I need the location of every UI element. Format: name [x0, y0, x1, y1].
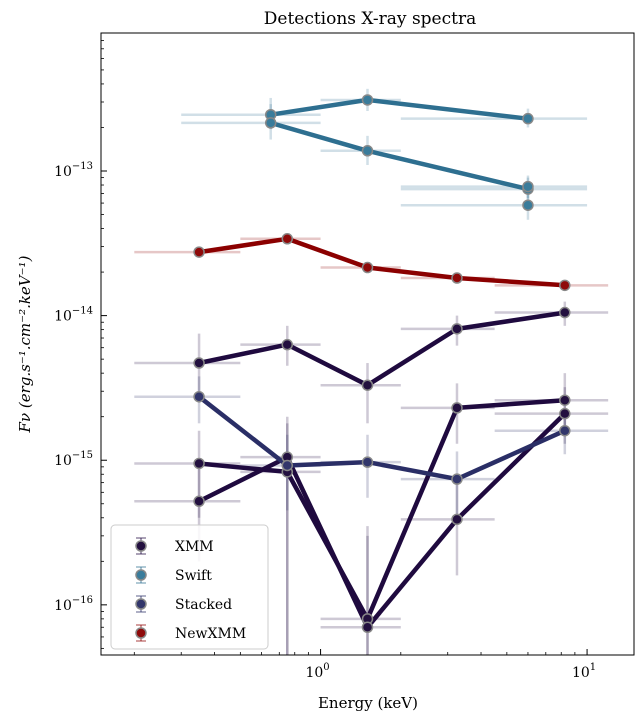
data-point-s7-p4 [559, 279, 571, 292]
data-point-s0-p3 [451, 323, 463, 335]
axes-frame [100, 32, 635, 656]
series-line-7 [198, 236, 565, 288]
data-point-s7-p2 [361, 261, 374, 274]
data-point-s4-p1 [361, 145, 374, 157]
data-point-s5-p1 [522, 199, 534, 211]
plot-area [134, 88, 609, 655]
series-line-4 [270, 120, 529, 192]
legend-marker [135, 540, 147, 552]
data-point-s3-p2 [522, 112, 534, 125]
legend-marker [135, 598, 147, 610]
y-axis-label: Fν (erg.s⁻¹.cm⁻².keV⁻¹) [16, 255, 34, 433]
legend-marker [135, 569, 147, 581]
data-point-s7-p1 [281, 233, 294, 245]
data-point-s0-p2 [361, 379, 374, 391]
data-point-s6-p3 [451, 473, 463, 485]
legend-marker [135, 627, 147, 639]
data-point-s1-p3 [451, 402, 463, 414]
data-point-s1-p4 [559, 394, 571, 406]
data-point-s2-p2 [361, 621, 374, 634]
data-point-s0-p4 [559, 306, 571, 319]
data-point-s7-p0 [193, 246, 205, 258]
legend-box [110, 524, 269, 650]
x-tick-label: 101 [572, 662, 596, 681]
data-point-s4-p0 [264, 117, 277, 129]
y-tick-label: 10−14 [54, 306, 93, 325]
data-point-s0-p1 [281, 338, 294, 351]
data-point-s6-p1 [281, 459, 294, 472]
y-tick-label: 10−16 [54, 595, 93, 614]
data-point-s0-p0 [193, 357, 205, 369]
data-point-s7-p3 [451, 272, 463, 284]
y-tick-label: 10−13 [54, 161, 93, 180]
series-line-0 [198, 310, 566, 388]
legend-label: NewXMM [175, 626, 246, 642]
data-point-s1-p0 [193, 457, 205, 470]
y-tick-label: 10−15 [54, 450, 93, 469]
chart-title: Detections X-ray spectra [264, 9, 476, 29]
data-point-s2-p4 [559, 407, 571, 420]
x-tick-label: 100 [305, 662, 329, 681]
data-point-s5-p0 [522, 180, 534, 193]
x-axis-label: Energy (keV) [318, 694, 418, 712]
legend-label: XMM [175, 539, 214, 555]
legend-label: Stacked [175, 597, 232, 613]
legend-label: Swift [175, 568, 212, 584]
data-point-s6-p2 [361, 456, 374, 468]
data-point-s6-p4 [559, 424, 571, 437]
data-point-s2-p3 [451, 513, 463, 526]
legend: XMM Swift Stacked NewXMM [110, 524, 269, 650]
data-point-s3-p1 [361, 94, 374, 106]
axes: 10−16 10−15 10−14 10−13 100 101 [54, 32, 596, 681]
data-point-s6-p0 [193, 390, 205, 403]
data-point-s2-p0 [193, 495, 205, 508]
